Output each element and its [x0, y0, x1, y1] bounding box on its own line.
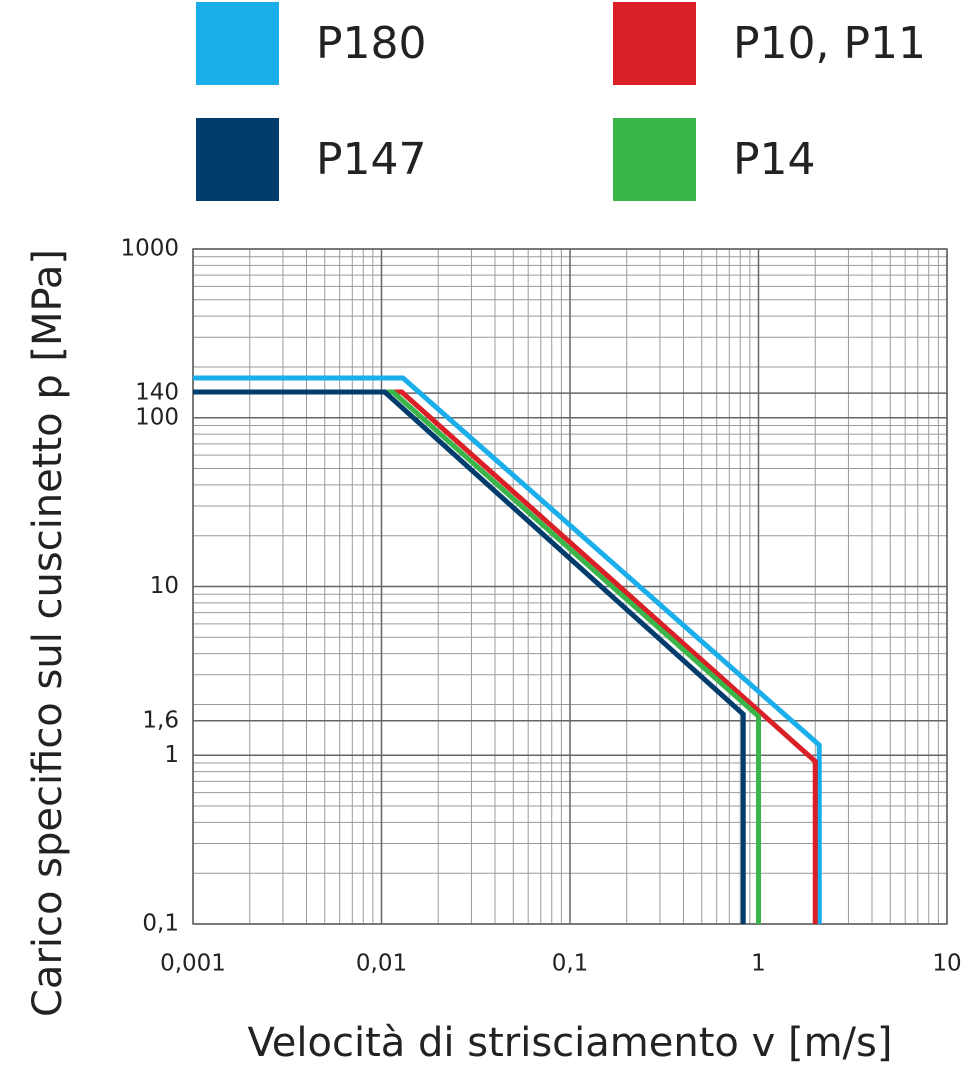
series-line [193, 389, 746, 924]
y-tick-label: 1,6 [142, 707, 179, 733]
y-tick-label: 1000 [120, 236, 179, 262]
plot-border [192, 248, 948, 925]
y-axis-label: Carico specifico sul cuscinetto p [MPa] [25, 249, 71, 1017]
x-tick-label: 0,001 [160, 951, 226, 977]
x-axis-label: Velocità di strisciamento v [m/s] [248, 1020, 893, 1066]
y-tick-label: 0,1 [142, 911, 179, 937]
legend-swatch [196, 2, 279, 85]
x-tick-label: 0,1 [552, 951, 589, 977]
x-tick-label: 1 [751, 951, 766, 977]
legend-swatch [613, 2, 696, 85]
y-tick-label: 100 [135, 404, 179, 430]
x-tick-label: 10 [932, 951, 961, 977]
legend-label: P14 [733, 134, 816, 185]
legend-swatch [613, 118, 696, 201]
y-tick-label: 1 [164, 742, 179, 768]
legend-swatch [196, 118, 279, 201]
y-tick-label: 10 [150, 573, 179, 599]
legend-label: P180 [316, 18, 427, 69]
y-tick-label: 140 [135, 380, 179, 406]
series-line [193, 375, 822, 924]
legend-label: P10, P11 [733, 18, 926, 69]
legend-label: P147 [316, 134, 427, 185]
x-tick-label: 0,01 [356, 951, 407, 977]
